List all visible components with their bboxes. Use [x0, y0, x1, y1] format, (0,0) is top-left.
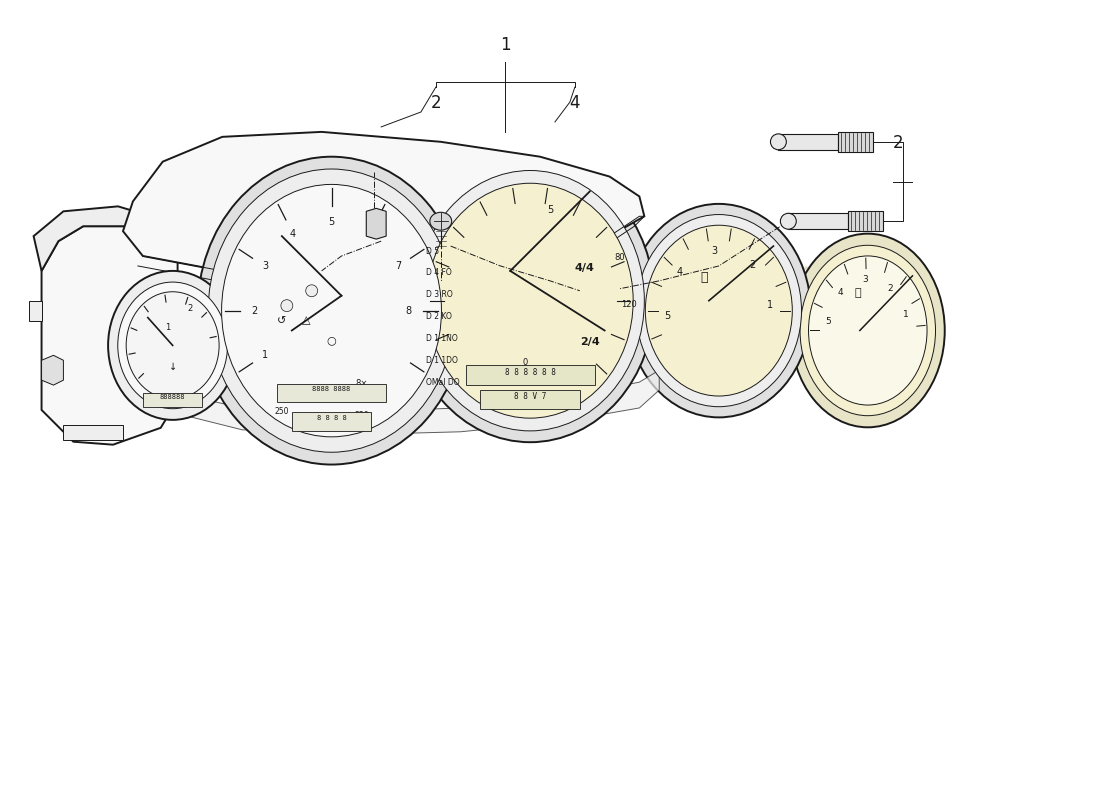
- Ellipse shape: [416, 170, 645, 431]
- Text: 80: 80: [614, 253, 625, 262]
- Polygon shape: [779, 134, 838, 150]
- Text: OMal DO: OMal DO: [426, 378, 460, 386]
- Polygon shape: [64, 425, 123, 440]
- Text: 1: 1: [903, 310, 909, 319]
- Polygon shape: [153, 370, 659, 434]
- Text: 4: 4: [676, 267, 682, 277]
- Text: 🛢: 🛢: [855, 288, 861, 298]
- Text: 🛢: 🛢: [701, 271, 707, 284]
- Polygon shape: [848, 211, 882, 231]
- Text: 8: 8: [406, 306, 411, 316]
- Text: 8 8 8 8: 8 8 8 8: [317, 415, 346, 422]
- Text: 5: 5: [825, 317, 830, 326]
- Ellipse shape: [221, 185, 441, 437]
- Text: 7: 7: [395, 262, 402, 271]
- Text: 8×: 8×: [355, 379, 367, 388]
- Ellipse shape: [808, 256, 927, 405]
- Text: ○: ○: [327, 335, 337, 346]
- Text: 1: 1: [767, 301, 773, 310]
- Ellipse shape: [791, 234, 945, 427]
- Circle shape: [770, 134, 786, 150]
- Ellipse shape: [636, 214, 802, 406]
- Text: 2: 2: [888, 284, 893, 293]
- Text: 2: 2: [749, 260, 755, 270]
- Polygon shape: [789, 214, 848, 229]
- Text: 4/4: 4/4: [575, 263, 595, 273]
- Circle shape: [306, 285, 318, 297]
- Polygon shape: [366, 208, 386, 239]
- Text: 8 8 V 7: 8 8 V 7: [514, 392, 547, 402]
- Text: 0: 0: [522, 358, 528, 367]
- Text: 2/4: 2/4: [580, 338, 600, 347]
- Text: 1: 1: [165, 323, 170, 333]
- Ellipse shape: [108, 271, 238, 420]
- Text: D 2 KO: D 2 KO: [426, 312, 452, 321]
- Text: D 3 RO: D 3 RO: [426, 290, 452, 299]
- Text: 3: 3: [262, 262, 268, 271]
- Polygon shape: [143, 393, 202, 407]
- Text: 2: 2: [430, 94, 441, 112]
- Text: D 4 FO: D 4 FO: [426, 268, 452, 278]
- Text: 2: 2: [252, 306, 257, 316]
- Text: 4: 4: [339, 144, 350, 162]
- Ellipse shape: [198, 157, 465, 465]
- Polygon shape: [277, 384, 386, 402]
- Ellipse shape: [430, 212, 452, 230]
- Text: 120: 120: [621, 299, 637, 309]
- Text: 5: 5: [664, 311, 671, 321]
- Text: 3: 3: [862, 275, 868, 285]
- Text: D 5: D 5: [426, 246, 439, 255]
- Polygon shape: [838, 132, 872, 152]
- Ellipse shape: [427, 183, 634, 418]
- Text: D 1 1DO: D 1 1DO: [426, 356, 458, 365]
- Polygon shape: [34, 206, 198, 271]
- Circle shape: [280, 300, 293, 312]
- Circle shape: [780, 214, 796, 229]
- Ellipse shape: [406, 159, 654, 442]
- Ellipse shape: [646, 226, 792, 396]
- Text: 1: 1: [500, 37, 510, 54]
- Polygon shape: [123, 132, 645, 276]
- Ellipse shape: [627, 204, 811, 418]
- Polygon shape: [292, 411, 372, 430]
- Text: autodoc
motor parts: autodoc motor parts: [758, 251, 954, 358]
- Polygon shape: [42, 355, 64, 385]
- Ellipse shape: [118, 282, 228, 409]
- Text: 5: 5: [547, 205, 553, 214]
- Text: 2: 2: [892, 134, 903, 152]
- Polygon shape: [42, 226, 177, 445]
- Text: 4: 4: [570, 94, 580, 112]
- Text: 4: 4: [838, 288, 844, 298]
- Text: 330: 330: [354, 411, 368, 420]
- Ellipse shape: [800, 246, 935, 416]
- Text: 888888: 888888: [160, 394, 186, 400]
- Ellipse shape: [126, 292, 219, 399]
- Text: 300: 300: [315, 414, 329, 422]
- Text: 3: 3: [712, 246, 717, 256]
- Text: 4: 4: [290, 229, 296, 239]
- Text: 8888 8888: 8888 8888: [312, 386, 351, 393]
- Polygon shape: [481, 390, 580, 409]
- Text: △: △: [302, 315, 311, 326]
- Polygon shape: [29, 301, 42, 321]
- Text: 6: 6: [367, 229, 373, 239]
- Text: 2: 2: [188, 304, 194, 313]
- Text: ↓: ↓: [168, 362, 177, 372]
- Text: 3: 3: [463, 273, 474, 290]
- Text: 5: 5: [329, 218, 334, 227]
- Text: D 1 1NO: D 1 1NO: [426, 334, 458, 343]
- Text: 250: 250: [275, 407, 289, 416]
- Polygon shape: [465, 366, 595, 386]
- Text: ↺: ↺: [277, 315, 287, 326]
- Text: 8 8 8 8 8 8: 8 8 8 8 8 8: [505, 368, 556, 377]
- Ellipse shape: [208, 169, 455, 452]
- Text: 1: 1: [262, 350, 268, 360]
